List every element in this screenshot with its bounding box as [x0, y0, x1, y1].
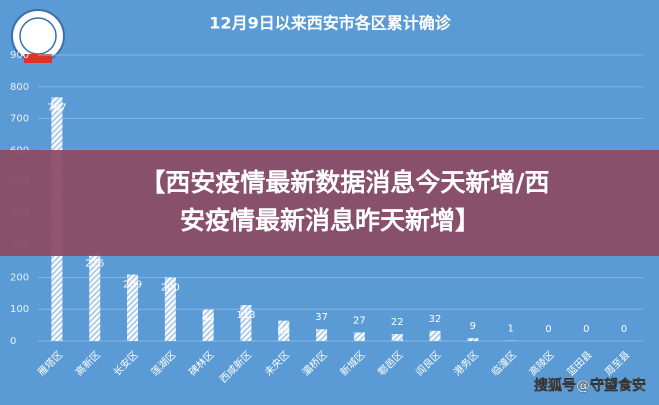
value-label: 9 — [470, 321, 476, 332]
watermark: 搜狐号@守望食安 — [534, 377, 646, 394]
bar — [429, 330, 441, 341]
banner-bg — [0, 150, 659, 256]
value-label: 27 — [353, 315, 366, 326]
bar — [89, 253, 101, 341]
value-label: 1 — [507, 324, 513, 335]
y-tick-label: 100 — [10, 304, 29, 315]
bar — [467, 338, 479, 341]
value-label: 200 — [161, 282, 180, 293]
value-label: 32 — [429, 314, 442, 325]
bar — [164, 277, 176, 341]
value-label: 113 — [236, 310, 255, 321]
bar — [316, 329, 328, 341]
logo — [11, 9, 65, 63]
banner-text: 【西安疫情最新数据消息今天新增/西 — [140, 168, 549, 197]
value-label: 767 — [47, 102, 66, 113]
y-tick-label: 800 — [10, 82, 29, 93]
bar — [353, 332, 365, 341]
bar — [391, 334, 403, 341]
bar — [127, 274, 139, 341]
bar — [240, 305, 252, 341]
y-tick-label: 700 — [10, 114, 29, 125]
banner-text: 安疫情最新消息昨天新增】 — [180, 206, 480, 235]
value-label: 99 — [202, 315, 215, 326]
y-tick-label: 200 — [10, 272, 29, 283]
bar — [278, 320, 290, 341]
value-label: 209 — [123, 280, 142, 291]
value-label: 0 — [621, 324, 627, 335]
value-label: 22 — [391, 317, 404, 328]
chart-title: 12月9日以来西安市各区累计确诊 — [209, 14, 451, 33]
value-label: 37 — [315, 312, 328, 323]
value-label: 0 — [545, 324, 551, 335]
bar — [202, 309, 214, 341]
value-label: 64 — [277, 326, 290, 337]
y-tick-label: 0 — [10, 336, 16, 347]
y-tick-label: 900 — [10, 50, 29, 61]
value-label: 0 — [583, 324, 589, 335]
value-label: 276 — [85, 258, 104, 269]
